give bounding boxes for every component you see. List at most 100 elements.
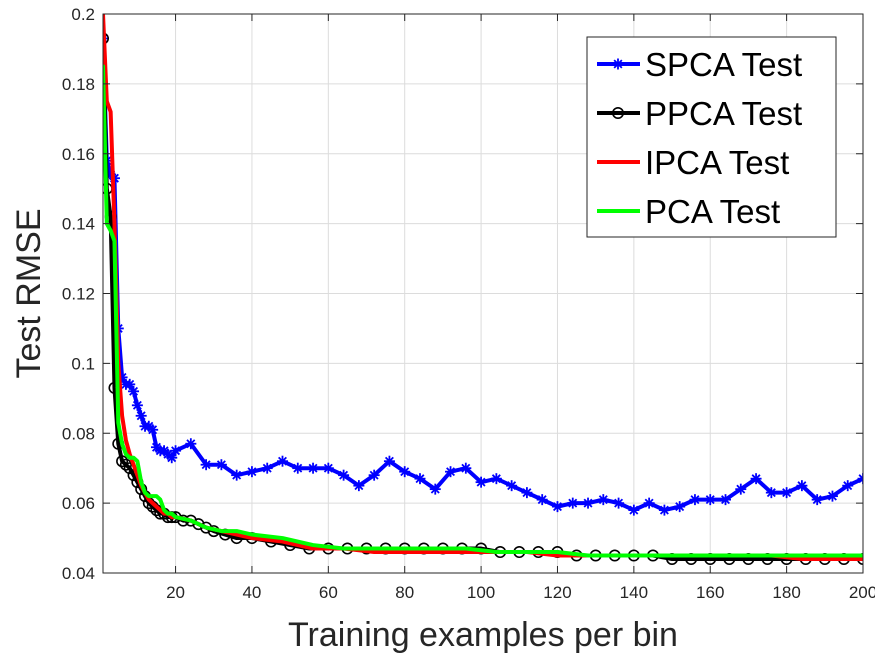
x-tick-label: 120 [543,583,571,602]
spca-test-point [399,466,411,478]
spca-test-point [353,480,365,492]
spca-test-point [124,378,136,390]
ppca-test-point [116,455,129,468]
spca-test-point [796,480,808,492]
series-spca-test [103,32,863,516]
spca-test-point-d2 [751,474,761,484]
x-tick-label: 80 [395,583,414,602]
spca-test-point-d2 [384,456,394,466]
spca-test-point-d2 [132,400,142,410]
ppca-test-point [192,518,205,531]
spca-test-point-d2 [247,467,257,477]
spca-test-point-d2 [598,495,608,505]
spca-test-point-d2 [136,411,146,421]
spca-test-point [704,494,716,506]
spca-test-point [429,483,441,495]
spca-test-point [765,487,777,499]
spca-test-point [322,462,334,474]
spca-test-point [643,497,655,509]
spca-test-point-d2 [568,498,578,508]
x-tick-label: 40 [242,583,261,602]
spca-test-point-d2 [323,463,333,473]
spca-test-point [383,455,395,467]
spca-test-point [735,483,747,495]
spca-test-point [521,487,533,499]
x-tick-label: 100 [467,583,495,602]
x-tick-label: 160 [696,583,724,602]
spca-test-point-d2 [827,491,837,501]
legend-label-ipca-test: IPCA Test [645,144,789,181]
spca-test-point-d2 [690,495,700,505]
spca-test-point [551,501,563,513]
spca-test-point [131,399,143,411]
spca-test-point [658,504,670,516]
spca-test-point [475,476,487,488]
spca-test-point [231,469,243,481]
legend-item-spca-test: SPCA Test [597,46,802,83]
spca-test-point [147,424,159,436]
y-tick-label: 0.1 [71,354,95,373]
spca-test-point [811,494,823,506]
ppca-test-point [119,458,132,471]
spca-test-point-d2 [736,484,746,494]
legend-marker-spca-test-d2 [613,59,623,69]
spca-test-point [368,469,380,481]
y-tick-label: 0.14 [62,215,95,234]
spca-test-point [536,494,548,506]
spca-test-point [689,494,701,506]
x-tick-label: 60 [319,583,338,602]
y-tick-label: 0.08 [62,424,95,443]
spca-test-point-d2 [461,463,471,473]
spca-test-point-d2 [308,463,318,473]
spca-test-point-d2 [583,498,593,508]
spca-test-point-d2 [491,474,501,484]
spca-test-point [185,438,197,450]
spca-test-point [338,469,350,481]
spca-test-point-d2 [782,488,792,498]
x-tick-label: 140 [620,583,648,602]
spca-test-point-d2 [812,495,822,505]
spca-test-point-d2 [129,386,139,396]
spca-test-point-d2 [721,495,730,505]
y-axis-title: Test RMSE [10,208,48,378]
spca-test-point [720,494,732,506]
spca-test-point-d2 [476,477,486,487]
spca-test-point [582,497,594,509]
spca-test-point-d2 [614,498,624,508]
y-tick-label: 0.04 [62,564,95,583]
spca-test-point-d1 [858,474,863,480]
spca-test-point-d2 [430,484,440,494]
pca-test-line [103,64,863,558]
y-tick-label: 0.12 [62,285,95,304]
spca-test-point-d2 [339,470,349,480]
spca-test-point-d2 [171,446,181,456]
legend: SPCA Test PPCA Test IPCA Test PCA Test [586,36,837,238]
spca-test-point-d2 [675,502,685,512]
spca-test-point [857,473,863,485]
y-tick-label: 0.18 [62,75,95,94]
spca-test-point [490,473,502,485]
spca-test-point [567,497,579,509]
spca-test-point-d2 [148,425,158,435]
legend-label-pca-test: PCA Test [645,193,780,230]
spca-test-point [460,462,472,474]
series-pca-test [103,64,863,558]
legend-item-ipca-test: IPCA Test [597,144,789,181]
spca-test-point-d2 [522,488,532,498]
x-tick-label: 20 [166,583,185,602]
spca-test-point-d2 [644,498,654,508]
spca-test-point [781,487,793,499]
spca-test-point-d2 [659,505,669,515]
spca-test-point [628,504,640,516]
spca-test-point-d2 [354,481,364,491]
spca-test-point-d2 [125,379,135,389]
spca-test-point [613,497,625,509]
x-axis-title: Training examples per bin [288,616,678,654]
x-tick-label: 180 [772,583,800,602]
series-layer [103,14,863,566]
spca-test-point-d2 [537,495,547,505]
spca-test-point [826,490,838,502]
legend-marker-ppca-test [611,107,624,120]
spca-test-point [414,473,426,485]
spca-test-point [135,410,147,422]
